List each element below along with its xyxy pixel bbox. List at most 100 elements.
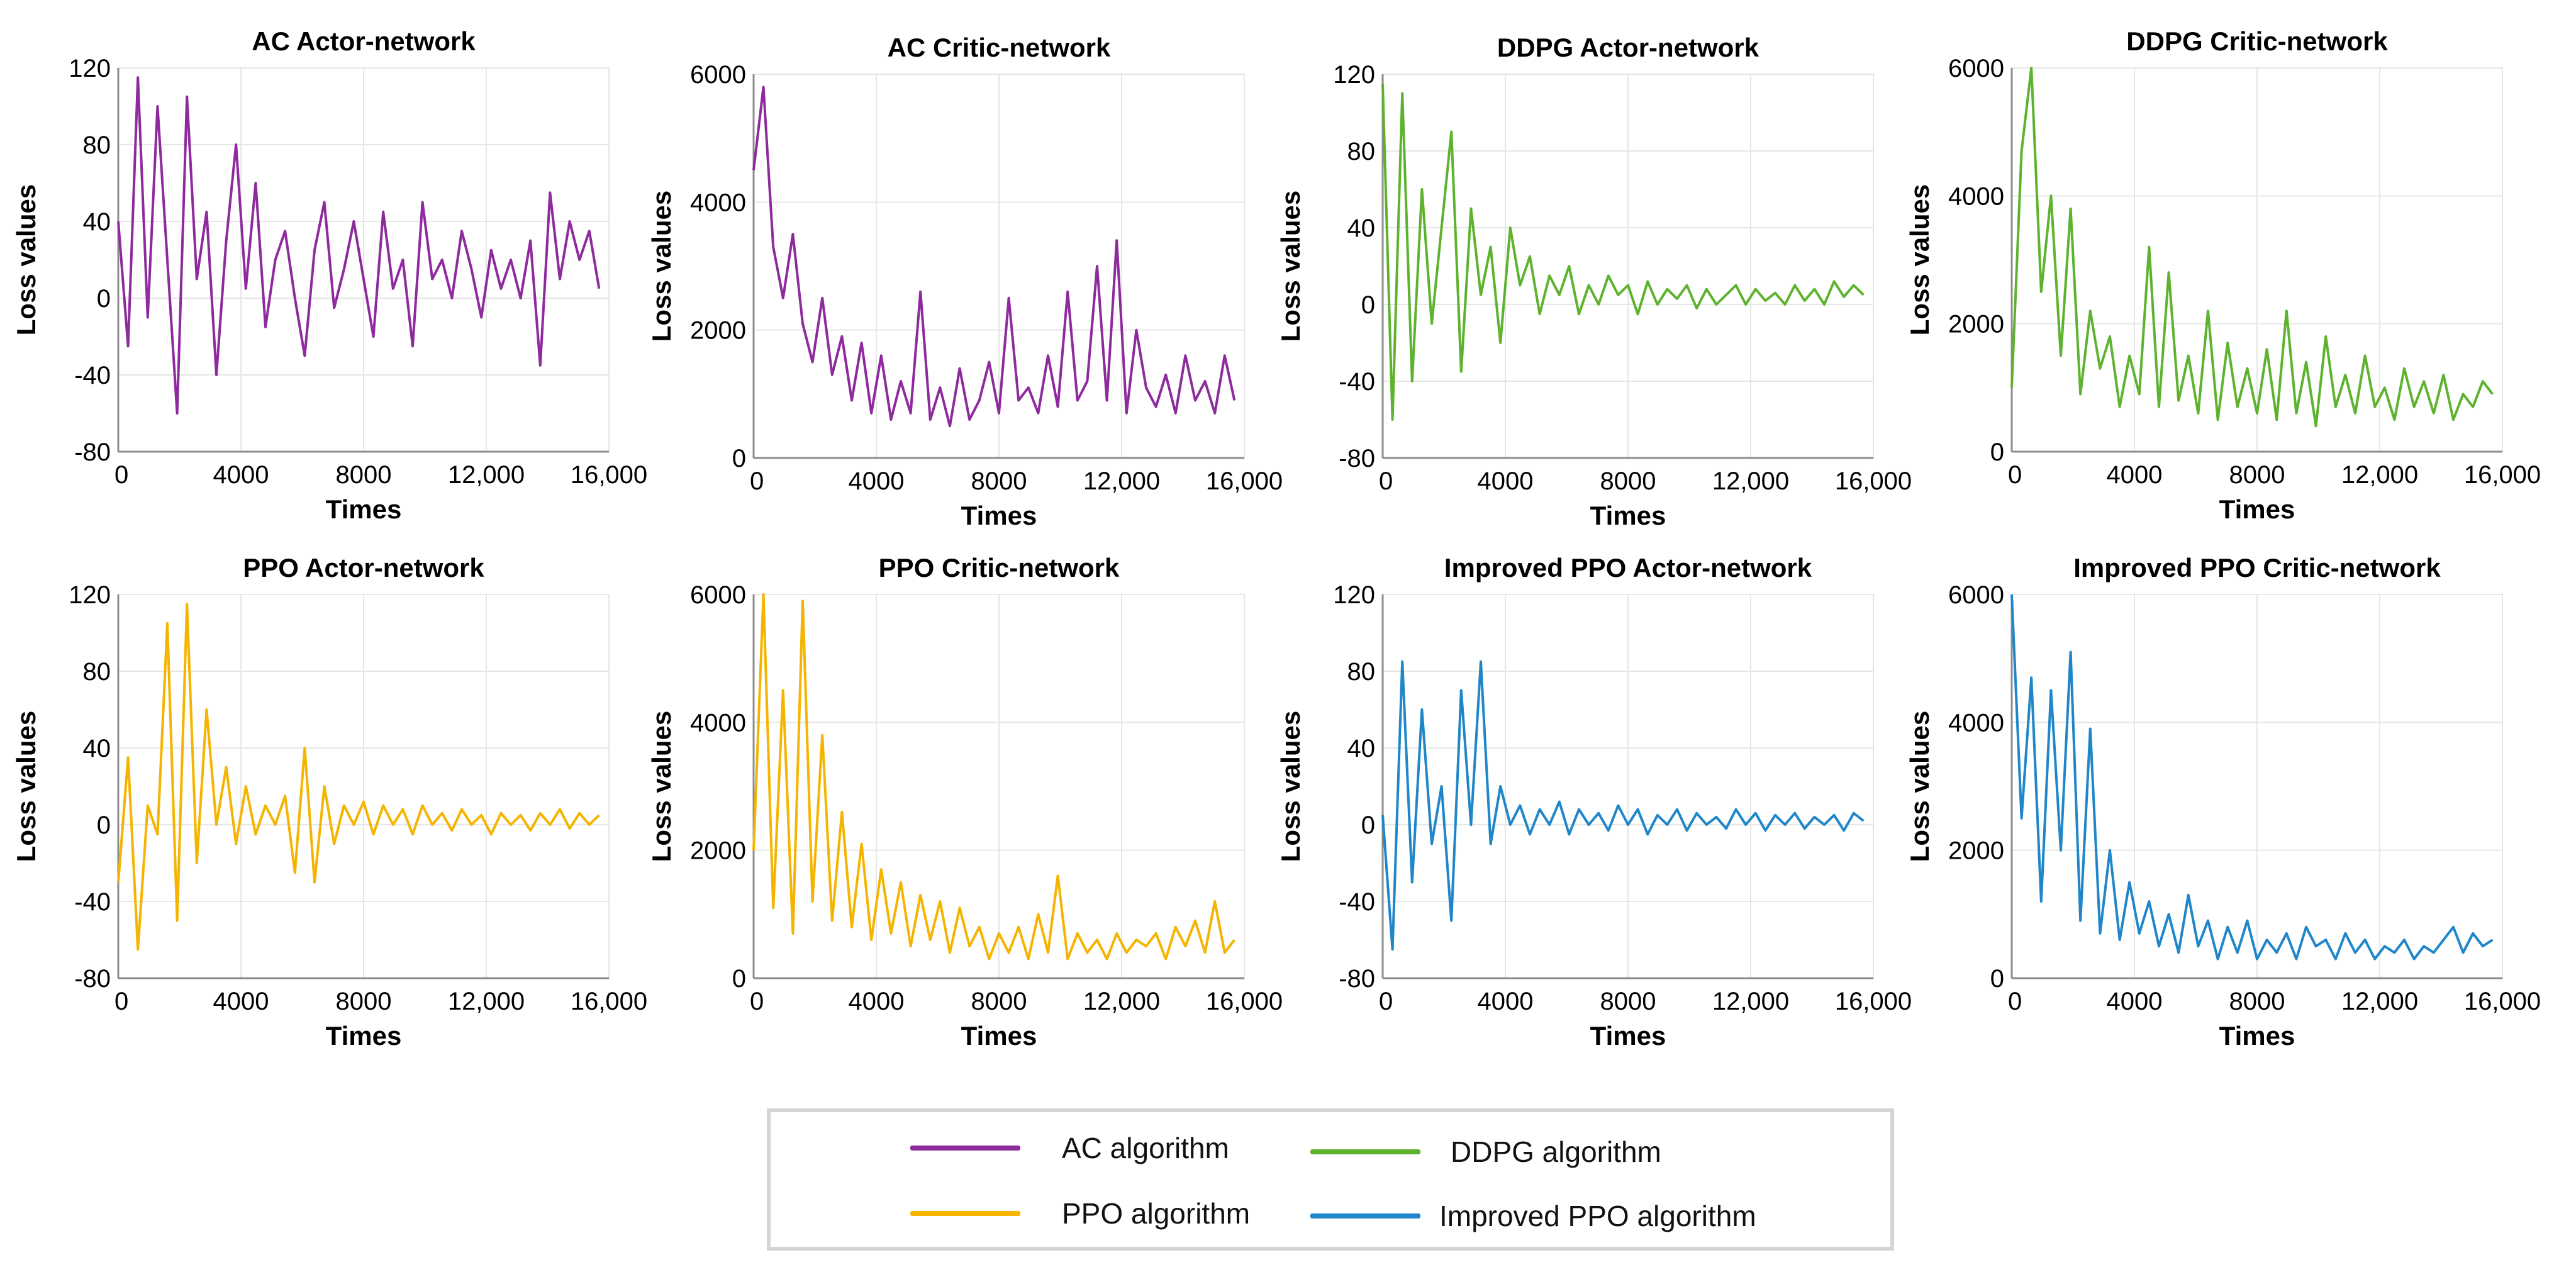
y-axis-label: Loss values (11, 184, 41, 335)
y-axis-label: Loss values (1276, 191, 1305, 342)
x-tick-label: 12,000 (2341, 988, 2418, 1015)
chart-panel: -80 -40 0 40 80 120 0 4000 8000 12,000 16,000 Impro… (1276, 553, 1912, 1051)
y-tick-label: -40 (74, 888, 111, 916)
chart-panel: -80 -40 0 40 80 120 0 4000 8000 12,000 16,000 PPO A… (11, 553, 647, 1051)
chart-title: AC Actor-network (252, 26, 476, 56)
legend-label-ppo: PPO algorithm (1062, 1197, 1251, 1230)
series-line (1381, 84, 1865, 421)
y-tick-label: -40 (74, 362, 111, 389)
x-tick-label: 12,000 (448, 988, 525, 1015)
y-tick-label: 40 (1347, 735, 1376, 762)
chart-title: DDPG Critic-network (2126, 26, 2388, 56)
x-tick-label: 16,000 (1835, 988, 1912, 1015)
chart-panel: 0 2000 4000 6000 0 4000 8000 12,000 16,000 PPO Cr… (647, 553, 1283, 1051)
legend-item-ac: AC algorithm (910, 1126, 1229, 1170)
x-tick-label: 8000 (1600, 988, 1656, 1015)
x-tick-label: 16,000 (1206, 988, 1283, 1015)
y-tick-label: 80 (83, 131, 111, 159)
chart-panel: -80 -40 0 40 80 120 0 4000 8000 12,000 16,000 AC Ac… (11, 26, 647, 524)
series-line (1381, 660, 1865, 951)
y-tick-label: 80 (83, 658, 111, 686)
x-tick-label: 12,000 (1083, 467, 1160, 495)
legend-item-ppo: PPO algorithm (910, 1191, 1250, 1235)
y-tick-label: -40 (1339, 368, 1375, 396)
y-axis-label: Loss values (647, 711, 676, 862)
y-tick-label: 0 (1990, 965, 2004, 993)
chart-title: PPO Actor-network (243, 553, 484, 583)
legend-label-improved-ppo: Improved PPO algorithm (1439, 1200, 1756, 1232)
x-tick-label: 12,000 (2341, 461, 2418, 489)
series-line (752, 593, 1235, 961)
x-tick-label: 12,000 (448, 461, 525, 489)
chart-panel: 0 2000 4000 6000 0 4000 8000 12,000 16,000 AC Cri… (647, 33, 1283, 530)
y-tick-label: 0 (732, 965, 746, 993)
y-tick-label: 120 (1333, 581, 1375, 609)
series-line (2010, 67, 2494, 428)
x-tick-label: 0 (750, 467, 764, 495)
x-tick-label: 16,000 (571, 461, 647, 489)
x-tick-label: 4000 (1478, 467, 1534, 495)
y-tick-label: 80 (1347, 138, 1376, 165)
x-tick-label: 16,000 (1206, 467, 1283, 495)
x-tick-label: 8000 (971, 988, 1027, 1015)
x-tick-label: 12,000 (1083, 988, 1160, 1015)
legend-label-ac: AC algorithm (1062, 1132, 1229, 1164)
y-axis-label: Loss values (1905, 711, 1934, 862)
y-tick-label: 2000 (690, 317, 746, 345)
y-tick-label: 4000 (690, 709, 746, 737)
y-tick-label: 6000 (1948, 581, 2004, 609)
x-tick-label: 0 (1379, 467, 1393, 495)
x-tick-label: 8000 (2229, 988, 2285, 1015)
chart-title: AC Critic-network (888, 33, 1111, 62)
x-tick-label: 8000 (336, 461, 392, 489)
x-tick-label: 4000 (2107, 988, 2163, 1015)
y-tick-label: -80 (1339, 965, 1375, 993)
y-tick-label: 40 (83, 735, 111, 762)
y-tick-label: 4000 (1948, 709, 2004, 737)
x-tick-label: 4000 (213, 461, 269, 489)
y-tick-label: 2000 (1948, 837, 2004, 865)
series-line (117, 603, 600, 951)
x-tick-label: 4000 (213, 988, 269, 1015)
x-axis-label: Times (961, 501, 1037, 530)
y-tick-label: 6000 (690, 61, 746, 89)
chart-panel: 0 2000 4000 6000 0 4000 8000 12,000 16,000 DDPG C… (1905, 26, 2541, 524)
y-tick-label: 40 (1347, 215, 1376, 242)
x-tick-label: 0 (1379, 988, 1393, 1015)
x-tick-label: 16,000 (2464, 988, 2541, 1015)
chart-title: Improved PPO Actor-network (1444, 553, 1812, 583)
series-line (752, 86, 1236, 428)
x-tick-label: 4000 (849, 467, 905, 495)
y-axis-label: Loss values (1276, 711, 1305, 862)
legend-swatch-ddpg (1310, 1149, 1420, 1154)
x-axis-label: Times (2219, 494, 2295, 524)
y-tick-label: 80 (1347, 658, 1376, 686)
legend-swatch-ac (910, 1146, 1020, 1151)
legend-swatch-improved-ppo (1310, 1213, 1420, 1218)
y-axis-label: Loss values (647, 191, 676, 342)
chart-title: DDPG Actor-network (1497, 33, 1759, 62)
y-tick-label: 0 (97, 285, 111, 313)
x-tick-label: 4000 (2107, 461, 2163, 489)
x-tick-label: 8000 (2229, 461, 2285, 489)
x-tick-label: 4000 (1478, 988, 1534, 1015)
y-tick-label: 40 (83, 208, 111, 236)
y-tick-label: 120 (69, 581, 111, 609)
chart-panel: 0 2000 4000 6000 0 4000 8000 12,000 16,000 Improv… (1905, 553, 2541, 1051)
legend-label-ddpg: DDPG algorithm (1451, 1135, 1661, 1168)
x-tick-label: 0 (750, 988, 764, 1015)
y-tick-label: 6000 (1948, 55, 2004, 82)
legend: AC algorithm DDPG algorithm PPO algorith… (767, 1108, 1894, 1251)
x-tick-label: 0 (114, 461, 128, 489)
x-axis-label: Times (2219, 1021, 2295, 1051)
y-tick-label: 0 (97, 811, 111, 839)
x-tick-label: 8000 (336, 988, 392, 1015)
y-tick-label: 0 (1361, 291, 1375, 319)
y-tick-label: 0 (732, 445, 746, 472)
legend-item-ddpg: DDPG algorithm (1310, 1130, 1661, 1174)
x-axis-label: Times (961, 1021, 1037, 1051)
y-axis-label: Loss values (1905, 184, 1934, 335)
y-tick-label: 0 (1990, 438, 2004, 466)
y-tick-label: -80 (74, 965, 111, 993)
y-tick-label: 0 (1361, 811, 1375, 839)
